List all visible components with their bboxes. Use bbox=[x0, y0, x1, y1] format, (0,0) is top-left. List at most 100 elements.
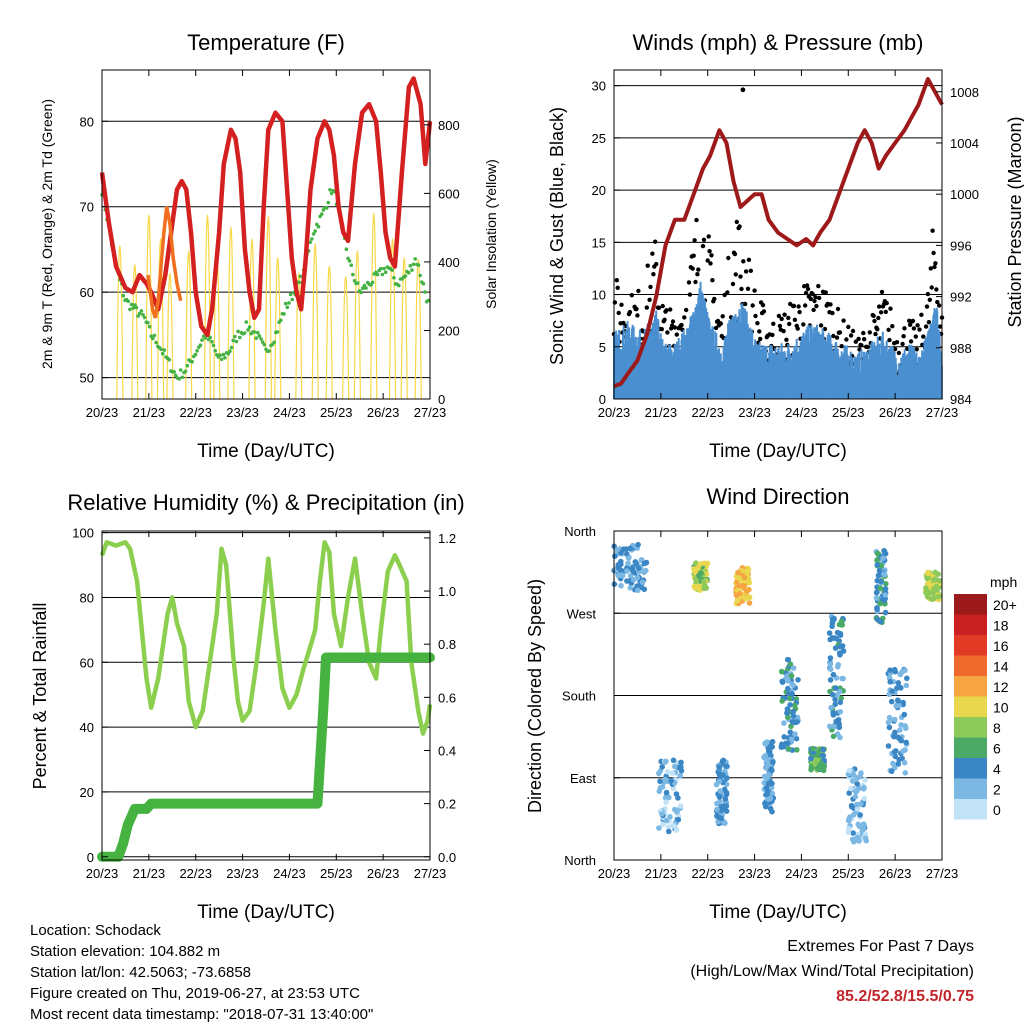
gust-point bbox=[662, 317, 667, 322]
humidity-xtick-label: 23/23 bbox=[226, 866, 259, 881]
dewpoint-point bbox=[426, 298, 431, 303]
temperature-panel: Temperature (F) 20/23 21/23 22/23 23/23 24/2… bbox=[39, 30, 499, 462]
direction-point bbox=[882, 586, 889, 592]
winds-y2tick-label: 1000 bbox=[950, 187, 979, 202]
gust-point bbox=[871, 313, 876, 318]
gust-point bbox=[743, 301, 748, 307]
temperature-ytick-label: 60 bbox=[80, 285, 94, 300]
gust-point bbox=[656, 305, 662, 310]
direction-point bbox=[827, 655, 834, 661]
direction-point bbox=[635, 541, 641, 548]
temperature-axis-ticks: 20/23 21/23 22/23 23/23 24/23 25/23 26/23 27/23… bbox=[80, 70, 460, 420]
direction-xtick-label: 20/23 bbox=[598, 866, 631, 881]
dewpoint-point bbox=[349, 263, 354, 268]
gust-point bbox=[629, 293, 634, 298]
direction-point bbox=[854, 781, 860, 787]
direction-point bbox=[924, 575, 930, 582]
direction-point bbox=[721, 786, 728, 793]
direction-point bbox=[793, 735, 800, 742]
direction-point bbox=[810, 745, 816, 752]
direction-point bbox=[808, 755, 814, 762]
direction-point bbox=[617, 567, 624, 573]
dewpoint-point bbox=[142, 315, 147, 320]
dewpoint-point bbox=[411, 262, 416, 267]
legend-label: 0 bbox=[993, 802, 1001, 818]
direction-point bbox=[901, 759, 908, 766]
gust-point bbox=[614, 278, 619, 283]
direction-point bbox=[721, 820, 727, 826]
gust-point bbox=[877, 304, 882, 309]
direction-point bbox=[693, 560, 699, 566]
gust-point bbox=[791, 303, 797, 309]
temperature-ytick-label: 50 bbox=[80, 371, 94, 386]
gust-point bbox=[679, 322, 684, 328]
dewpoint-point bbox=[133, 303, 137, 307]
gust-point bbox=[693, 279, 698, 285]
direction-point bbox=[829, 635, 836, 641]
legend-label: 6 bbox=[993, 741, 1001, 757]
winds-y2tick-label: 1004 bbox=[950, 136, 979, 151]
direction-point bbox=[768, 742, 774, 749]
direction-point bbox=[881, 549, 888, 555]
direction-point bbox=[663, 758, 669, 765]
direction-point bbox=[697, 561, 703, 568]
legend-swatch bbox=[954, 635, 987, 656]
gust-point bbox=[696, 267, 701, 272]
dewpoint-point bbox=[347, 259, 352, 263]
gust-point bbox=[892, 346, 898, 352]
dewpoint-point bbox=[262, 343, 267, 347]
dewpoint-point bbox=[121, 293, 126, 298]
direction-point bbox=[830, 733, 837, 740]
dewpoint-point bbox=[221, 352, 226, 357]
winds-y2tick-label: 1008 bbox=[950, 85, 979, 100]
dewpoint-point bbox=[174, 373, 178, 378]
gust-point bbox=[705, 258, 710, 263]
gust-point bbox=[883, 309, 888, 315]
direction-point bbox=[903, 725, 909, 731]
direction-ytick-label: West bbox=[567, 606, 597, 621]
dewpoint-point bbox=[283, 301, 288, 306]
direction-point bbox=[764, 765, 770, 771]
gust-point bbox=[686, 280, 692, 285]
direction-point bbox=[734, 597, 741, 604]
gust-point bbox=[647, 297, 652, 302]
gust-point bbox=[706, 234, 711, 239]
gust-point bbox=[732, 251, 738, 257]
gust-point bbox=[651, 272, 656, 277]
direction-point bbox=[670, 822, 676, 829]
insolation-peak bbox=[264, 216, 272, 400]
direction-point bbox=[696, 583, 703, 590]
direction-point bbox=[767, 795, 774, 802]
dewpoint-point bbox=[311, 232, 316, 236]
gust-point bbox=[900, 341, 905, 347]
winds-ytick-label: 30 bbox=[592, 79, 606, 94]
direction-point bbox=[830, 671, 837, 678]
dewpoint-point bbox=[392, 276, 396, 280]
direction-point bbox=[850, 830, 856, 836]
gust-point bbox=[867, 330, 872, 335]
winds-ytick-label: 10 bbox=[592, 288, 606, 303]
pressure-line bbox=[613, 77, 944, 389]
direction-point bbox=[635, 587, 641, 594]
direction-point bbox=[846, 816, 852, 823]
gust-point bbox=[734, 219, 739, 225]
direction-point bbox=[723, 763, 730, 769]
dewpoint-point bbox=[383, 270, 388, 275]
legend-swatch bbox=[954, 696, 987, 717]
dewpoint-point bbox=[185, 363, 190, 368]
direction-point bbox=[790, 682, 796, 688]
direction-point bbox=[790, 708, 797, 715]
direction-point bbox=[892, 668, 899, 675]
direction-point bbox=[670, 785, 677, 792]
dewpoint-point bbox=[238, 335, 242, 340]
dewpoint-point bbox=[297, 280, 301, 285]
gust-point bbox=[928, 266, 933, 271]
gust-point bbox=[888, 306, 893, 311]
direction-point bbox=[887, 667, 893, 673]
gust-point bbox=[726, 255, 731, 261]
direction-point bbox=[839, 643, 846, 649]
direction-point bbox=[618, 558, 624, 565]
direction-point bbox=[835, 664, 841, 670]
gust-point bbox=[708, 261, 713, 266]
direction-point bbox=[659, 764, 665, 770]
